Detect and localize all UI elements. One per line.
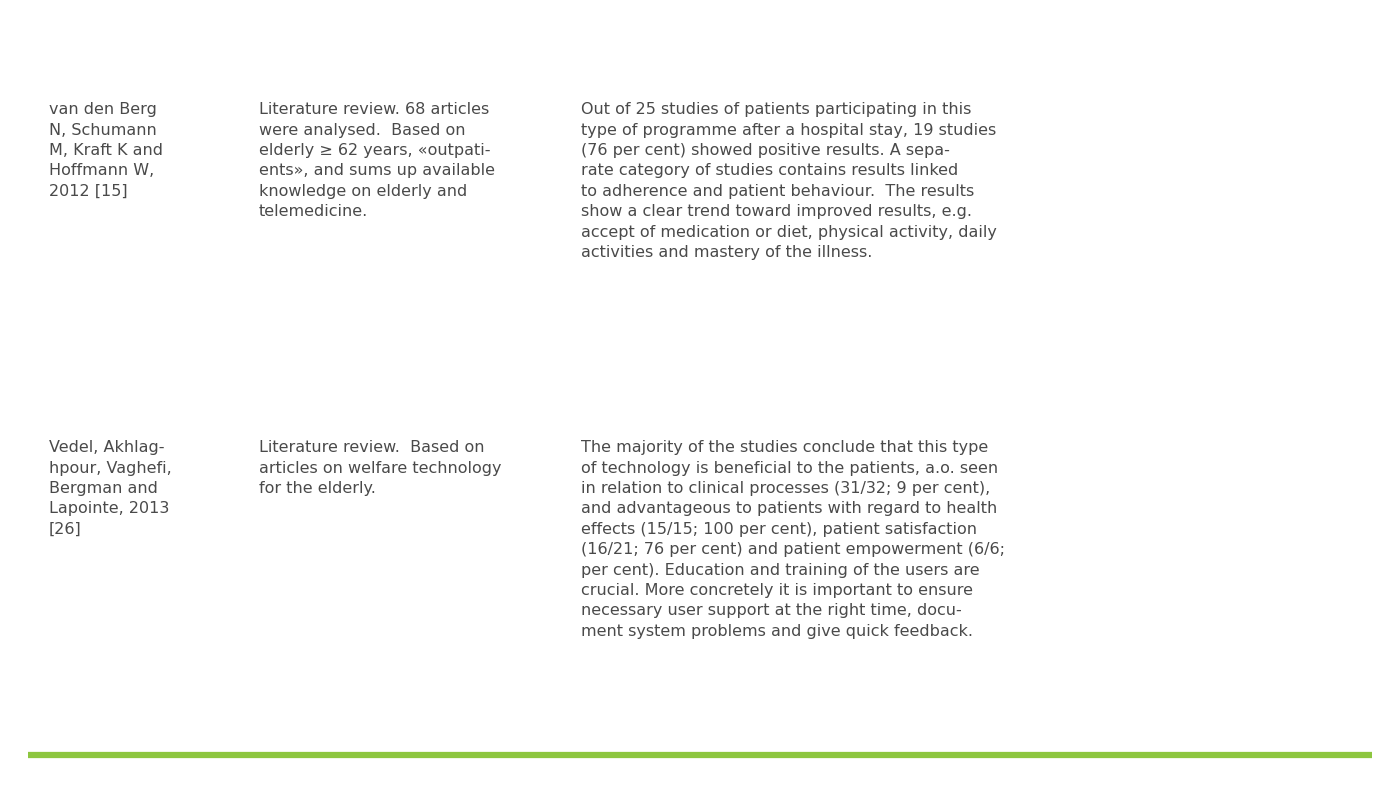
Text: Vedel, Akhlag-
hpour, Vaghefi,
Bergman and
Lapointe, 2013
[26]: Vedel, Akhlag- hpour, Vaghefi, Bergman a… bbox=[49, 440, 172, 537]
Text: Literature review.  Based on
articles on welfare technology
for the elderly.: Literature review. Based on articles on … bbox=[259, 440, 501, 496]
Text: The majority of the studies conclude that this type
of technology is beneficial : The majority of the studies conclude tha… bbox=[581, 440, 1005, 639]
Text: van den Berg
N, Schumann
M, Kraft K and
Hoffmann W,
2012 [15]: van den Berg N, Schumann M, Kraft K and … bbox=[49, 102, 162, 199]
Text: Literature review. 68 articles
were analysed.  Based on
elderly ≥ 62 years, «out: Literature review. 68 articles were anal… bbox=[259, 102, 496, 219]
Text: Out of 25 studies of patients participating in this
type of programme after a ho: Out of 25 studies of patients participat… bbox=[581, 102, 997, 260]
